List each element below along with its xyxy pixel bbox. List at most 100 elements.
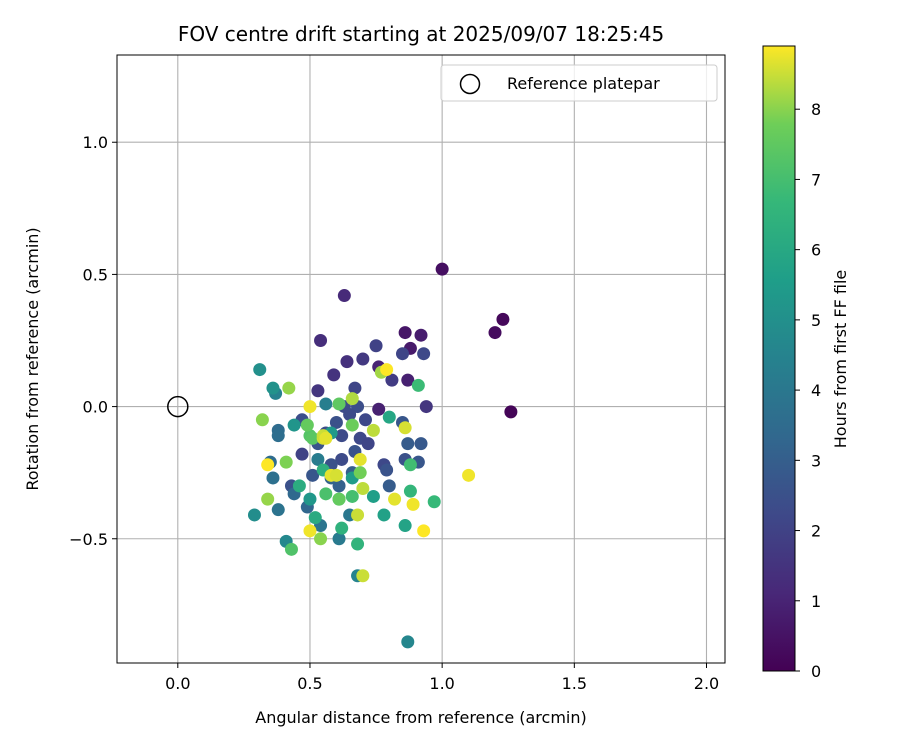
data-point — [417, 524, 431, 538]
plot-frame — [116, 54, 726, 664]
data-point — [361, 437, 375, 451]
data-point — [435, 262, 449, 276]
data-point — [261, 492, 275, 506]
data-point — [496, 312, 510, 326]
data-point — [388, 492, 402, 506]
data-point — [337, 289, 351, 303]
data-point — [403, 484, 417, 498]
chart-title: FOV centre drift starting at 2025/09/07 … — [178, 22, 664, 46]
data-point — [332, 479, 346, 493]
data-point — [329, 468, 343, 482]
data-point — [314, 532, 328, 546]
data-point — [414, 437, 428, 451]
data-point — [303, 492, 317, 506]
data-point — [385, 373, 399, 387]
data-point — [319, 397, 333, 411]
data-point — [427, 495, 441, 509]
colorbar-label: Hours from first FF file — [831, 270, 850, 449]
x-tick-label: 1.5 — [562, 674, 587, 693]
data-point — [353, 452, 367, 466]
data-point — [366, 423, 380, 437]
grid-lines — [117, 55, 725, 663]
data-point — [332, 397, 346, 411]
data-point — [345, 489, 359, 503]
data-point — [488, 326, 502, 340]
x-tick-label: 1.0 — [429, 674, 454, 693]
colorbar-tick-label: 1 — [811, 592, 821, 611]
y-axis-ticks: −0.5 0.0 0.5 1.0 — [69, 133, 117, 549]
colorbar-tick-label: 4 — [811, 381, 821, 400]
x-axis-label: Angular distance from reference (arcmin) — [255, 708, 586, 727]
data-point — [406, 497, 420, 511]
colorbar-tick-label: 6 — [811, 241, 821, 260]
data-point — [345, 418, 359, 432]
data-point — [319, 487, 333, 501]
data-point — [411, 378, 425, 392]
data-point — [356, 352, 370, 366]
data-point — [287, 418, 301, 432]
data-point — [369, 339, 383, 353]
data-points — [247, 262, 518, 649]
data-point — [356, 569, 370, 583]
data-point — [306, 431, 320, 445]
x-axis-ticks: 0.0 0.5 1.0 1.5 2.0 — [165, 663, 719, 693]
data-point — [382, 410, 396, 424]
colorbar-tick-label: 3 — [811, 451, 821, 470]
data-point — [300, 418, 314, 432]
data-point — [332, 532, 346, 546]
data-point — [327, 368, 341, 382]
data-point — [356, 482, 370, 496]
data-point — [351, 508, 365, 522]
data-point — [382, 479, 396, 493]
data-point — [284, 542, 298, 556]
y-tick-label: −0.5 — [69, 530, 108, 549]
data-point — [292, 479, 306, 493]
data-point — [353, 466, 367, 480]
data-point — [380, 363, 394, 377]
data-point — [319, 431, 333, 445]
data-point — [366, 489, 380, 503]
data-point — [462, 468, 476, 482]
colorbar-tick-label: 2 — [811, 522, 821, 541]
data-point — [332, 492, 346, 506]
data-point — [401, 437, 415, 451]
data-point — [261, 458, 275, 472]
data-point — [282, 381, 296, 395]
data-point — [351, 537, 365, 551]
data-point — [308, 511, 322, 525]
data-point — [403, 458, 417, 472]
data-point — [419, 400, 433, 414]
data-point — [343, 408, 357, 422]
data-point — [348, 381, 362, 395]
colorbar-ticks: 0 1 2 3 4 5 6 7 8 — [795, 100, 821, 681]
data-point — [504, 405, 518, 419]
data-point — [398, 326, 412, 340]
data-point — [372, 402, 386, 416]
data-point — [295, 447, 309, 461]
colorbar-tick-label: 0 — [811, 662, 821, 681]
colorbar-tick-label: 7 — [811, 170, 821, 189]
legend-marker-icon — [459, 73, 481, 95]
data-point — [345, 392, 359, 406]
data-point — [358, 413, 372, 427]
data-point — [279, 455, 293, 469]
data-point — [335, 429, 349, 443]
data-point — [395, 347, 409, 361]
data-point — [271, 429, 285, 443]
data-point — [303, 400, 317, 414]
data-point — [329, 415, 343, 429]
data-point — [380, 463, 394, 477]
data-point — [306, 468, 320, 482]
x-tick-label: 0.5 — [297, 674, 322, 693]
data-point — [253, 363, 267, 377]
data-point — [266, 471, 280, 485]
data-point — [414, 328, 428, 342]
x-tick-label: 0.0 — [165, 674, 190, 693]
data-point — [303, 524, 317, 538]
colorbar-tick-label: 5 — [811, 311, 821, 330]
y-tick-label: 0.5 — [83, 265, 108, 284]
reference-marker-group — [167, 395, 189, 418]
data-point — [377, 508, 391, 522]
colorbar-tick-label: 8 — [811, 100, 821, 119]
